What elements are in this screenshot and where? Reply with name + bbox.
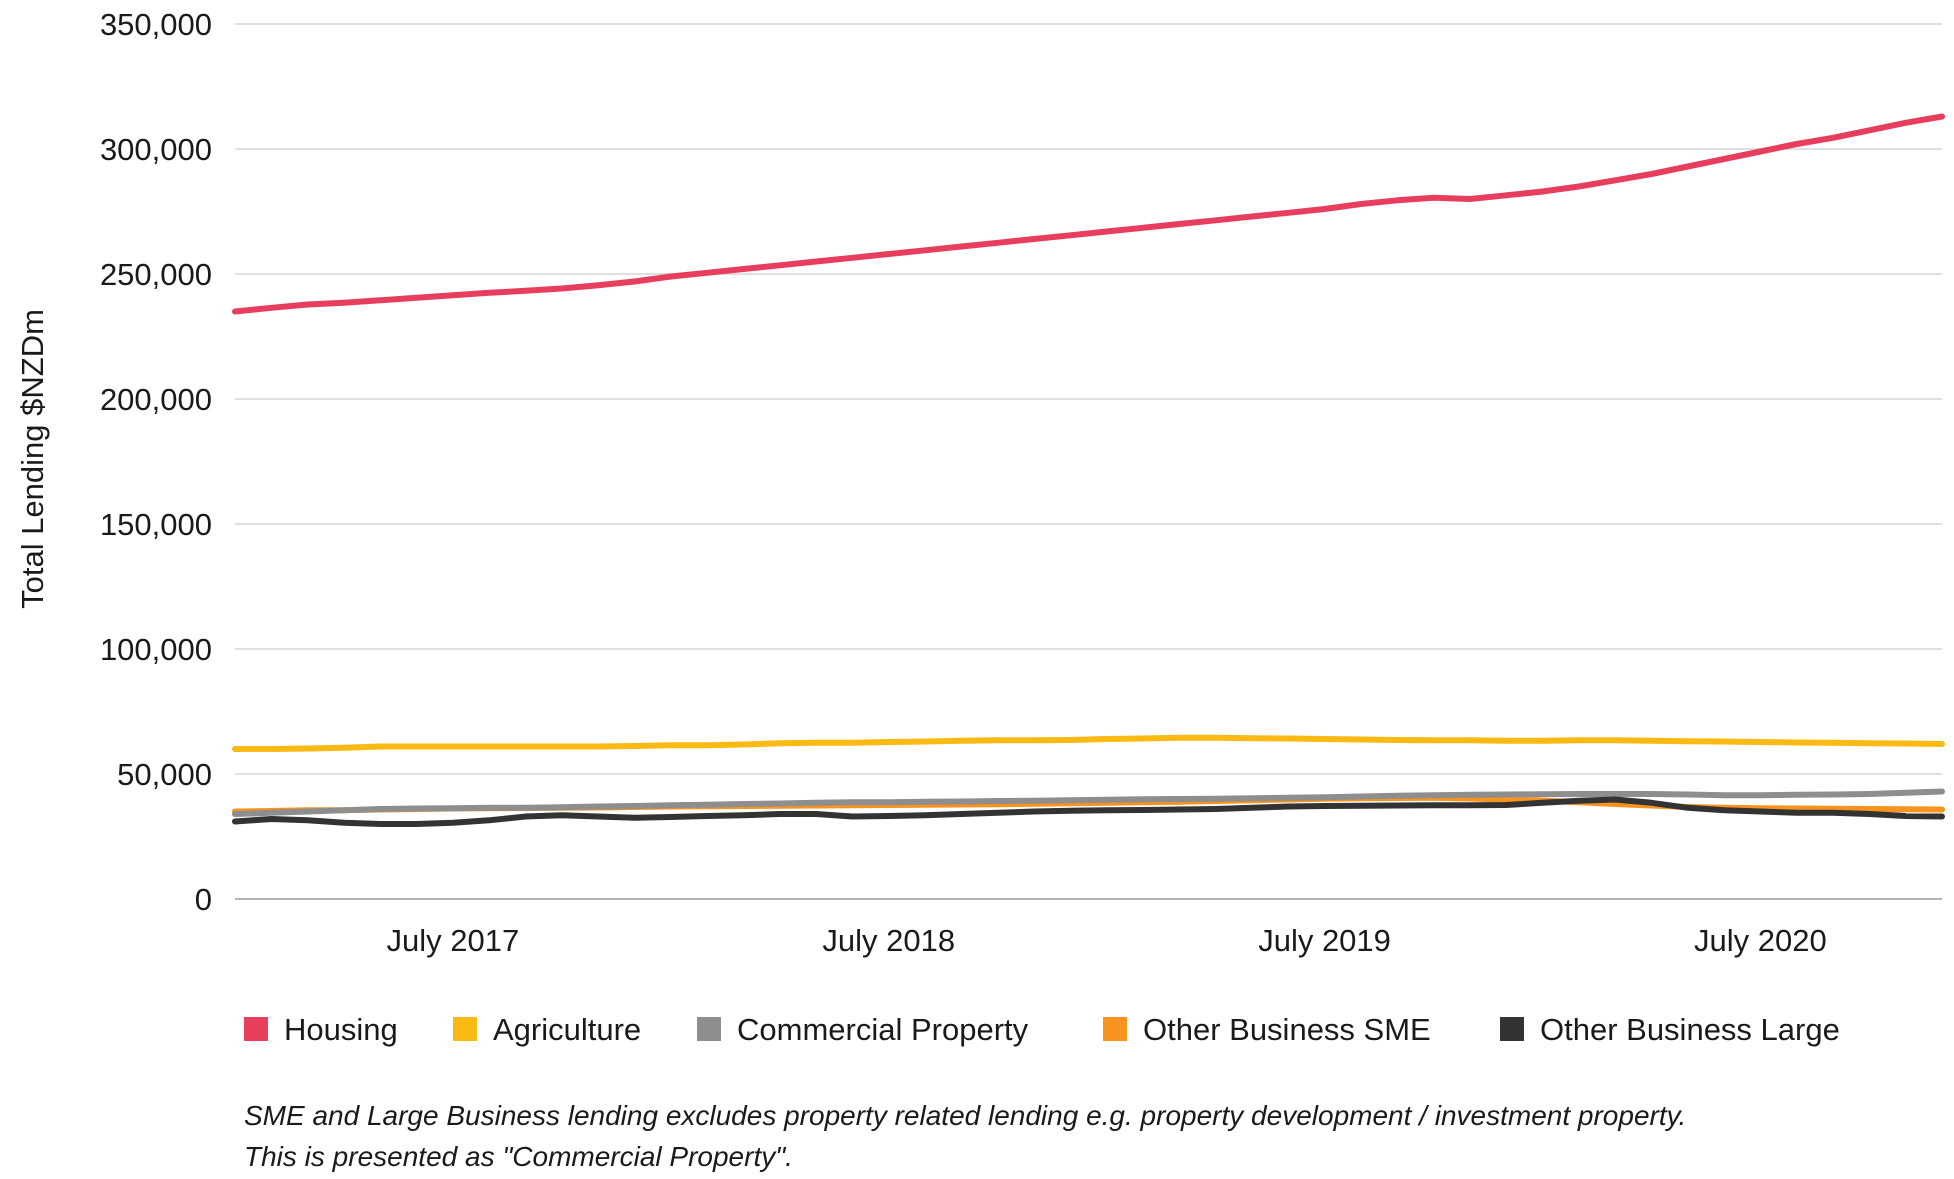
- footnote-line-2: This is presented as "Commercial Propert…: [244, 1141, 793, 1172]
- legend-swatch: [1500, 1017, 1524, 1041]
- y-axis-title: Total Lending $NZDm: [15, 309, 50, 609]
- y-tick-label: 250,000: [100, 257, 212, 292]
- y-tick-label: 100,000: [100, 632, 212, 667]
- x-tick-label: July 2018: [822, 923, 955, 958]
- legend-item-agriculture: Agriculture: [453, 1012, 641, 1047]
- y-tick-label: 0: [195, 882, 212, 917]
- legend: Housing Agriculture Commercial Property Oth…: [244, 1012, 1840, 1047]
- series-line-commercial-property: [232, 788, 1945, 817]
- series-line-agriculture: [232, 734, 1945, 752]
- data-series: [232, 113, 1945, 827]
- legend-swatch: [244, 1017, 268, 1041]
- y-tick-label: 150,000: [100, 507, 212, 542]
- legend-label: Housing: [284, 1012, 398, 1047]
- legend-item-other-business-sme: Other Business SME: [1103, 1012, 1431, 1047]
- legend-swatch: [453, 1017, 477, 1041]
- x-tick-label: July 2019: [1258, 923, 1391, 958]
- legend-swatch: [1103, 1017, 1127, 1041]
- y-tick-label: 300,000: [100, 132, 212, 167]
- y-tick-label: 200,000: [100, 382, 212, 417]
- footnote: SME and Large Business lending excludes …: [244, 1095, 1686, 1177]
- legend-swatch: [697, 1017, 721, 1041]
- footnote-line-1: SME and Large Business lending excludes …: [244, 1100, 1687, 1131]
- y-tick-label: 50,000: [117, 757, 212, 792]
- x-tick-label: July 2017: [387, 923, 520, 958]
- grid-lines: [235, 23, 1942, 900]
- legend-item-other-business-large: Other Business Large: [1500, 1012, 1840, 1047]
- legend-label: Agriculture: [493, 1012, 641, 1047]
- x-tick-label: July 2020: [1694, 923, 1827, 958]
- series-line-housing: [232, 113, 1945, 315]
- y-axis-tick-labels: 0 50,000 100,000 150,000 200,000 250,000 300,0…: [100, 7, 212, 917]
- legend-item-housing: Housing: [244, 1012, 398, 1047]
- legend-label: Other Business SME: [1143, 1012, 1431, 1047]
- y-tick-label: 350,000: [100, 7, 212, 42]
- series-line-other-business-large: [232, 796, 1945, 827]
- legend-label: Commercial Property: [737, 1012, 1029, 1047]
- x-axis-tick-labels: July 2017 July 2018 July 2019 July 2020: [387, 923, 1827, 958]
- legend-item-commercial-property: Commercial Property: [697, 1012, 1029, 1047]
- legend-label: Other Business Large: [1540, 1012, 1840, 1047]
